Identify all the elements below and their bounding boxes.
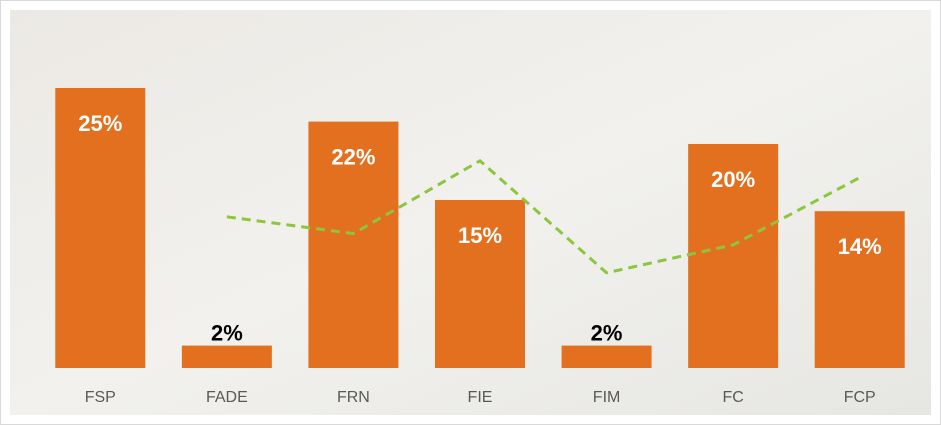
chart: FSP FADE FRN FIE FIM FC FCP 25% 2% 22% 15% 2% 20% 14% — [0, 0, 941, 425]
data-label: 14% — [838, 234, 882, 259]
x-tick-label: FC — [722, 389, 743, 406]
x-tick-label: FSP — [85, 389, 116, 406]
data-label: 22% — [331, 144, 375, 169]
data-label: 25% — [78, 111, 122, 136]
x-tick-label: FCP — [844, 389, 876, 406]
bar — [562, 346, 652, 368]
data-label: 20% — [711, 167, 755, 192]
x-tick-label: FIM — [593, 389, 621, 406]
x-tick-label: FIE — [468, 389, 493, 406]
data-label: 2% — [591, 320, 623, 345]
x-tick-label: FADE — [206, 389, 248, 406]
data-label: 2% — [211, 320, 243, 345]
page: {"chart_data": {"type": "bar", "categori… — [0, 0, 941, 425]
x-tick-label: FRN — [337, 389, 370, 406]
bar — [182, 346, 272, 368]
data-label: 15% — [458, 223, 502, 248]
